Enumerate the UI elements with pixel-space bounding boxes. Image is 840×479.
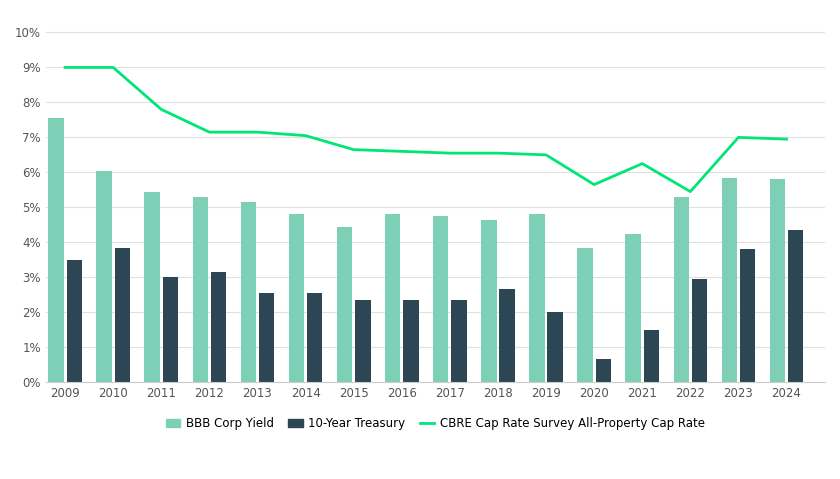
Bar [385,214,401,382]
Bar [577,248,593,382]
Bar [788,230,803,382]
Bar [643,330,659,382]
Bar [692,279,707,382]
Bar [722,178,737,382]
Bar [289,214,304,382]
Legend: BBB Corp Yield, 10-Year Treasury, CBRE Cap Rate Survey All-Property Cap Rate: BBB Corp Yield, 10-Year Treasury, CBRE C… [161,412,710,435]
Bar [548,312,563,382]
Bar [403,300,418,382]
Bar [433,216,449,382]
Bar [481,219,496,382]
Bar [144,192,160,382]
Bar [307,293,323,382]
Bar [626,234,641,382]
Bar [211,272,226,382]
Bar [66,260,82,382]
Bar [769,179,785,382]
Bar [97,171,112,382]
Bar [163,277,178,382]
Bar [48,118,64,382]
Bar [451,300,467,382]
Bar [192,197,208,382]
Bar [337,227,352,382]
Bar [740,249,755,382]
Bar [674,197,689,382]
Bar [596,359,611,382]
Bar [355,300,370,382]
Bar [259,293,275,382]
Bar [114,248,130,382]
Bar [500,289,515,382]
Bar [529,214,544,382]
Bar [240,202,256,382]
